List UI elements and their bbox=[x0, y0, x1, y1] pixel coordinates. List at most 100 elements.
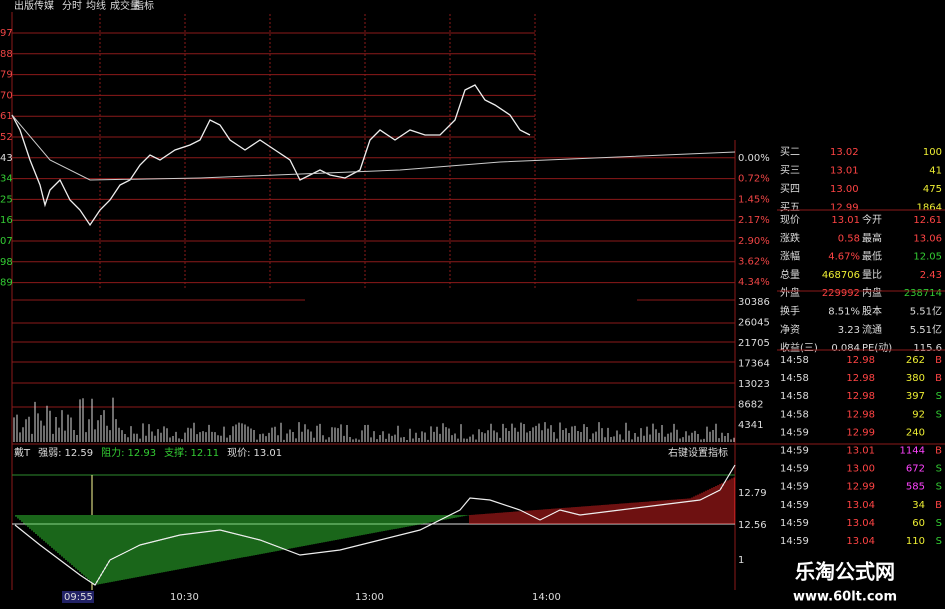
quote-value: 13.06 bbox=[913, 233, 942, 244]
trade-price: 12.98 bbox=[846, 373, 875, 384]
book-price: 12.99 bbox=[830, 203, 859, 214]
trade-price: 12.99 bbox=[846, 482, 875, 493]
quote-label: 量比 bbox=[862, 269, 882, 281]
trade-price: 12.98 bbox=[846, 355, 875, 366]
trade-side: S bbox=[936, 536, 942, 547]
book-label: 买五 bbox=[780, 202, 800, 214]
tab[interactable]: 指标 bbox=[134, 0, 154, 12]
tab[interactable]: 分时 bbox=[62, 0, 82, 12]
trade-time: 14:59 bbox=[780, 446, 809, 457]
book-label: 买三 bbox=[780, 165, 800, 177]
quote-label: 现价 bbox=[780, 214, 800, 226]
percent-tick: 3.62% bbox=[738, 257, 770, 268]
indicator-setting[interactable]: 右键设置指标 bbox=[668, 446, 728, 459]
time-cursor-bg bbox=[62, 591, 94, 603]
indicator-text: 12.11 bbox=[191, 448, 220, 459]
price-tick: 70 bbox=[0, 90, 13, 101]
quote-label: 收益(三) bbox=[780, 341, 818, 354]
price-tick: 79 bbox=[0, 70, 13, 81]
book-price: 13.02 bbox=[830, 147, 859, 158]
trade-time: 14:58 bbox=[780, 355, 809, 366]
price-tick: 98 bbox=[0, 257, 13, 268]
quote-label: 内盘 bbox=[862, 286, 882, 299]
trade-volume: 585 bbox=[906, 482, 925, 493]
quote-label: 股本 bbox=[862, 305, 882, 318]
book-price: 13.00 bbox=[830, 184, 859, 195]
quote-label: 流通 bbox=[862, 323, 882, 336]
tab[interactable]: 均线 bbox=[86, 0, 106, 12]
quote-value: 12.05 bbox=[913, 252, 942, 263]
trade-time: 14:58 bbox=[780, 409, 809, 420]
price-tick: 97 bbox=[0, 28, 13, 39]
percent-tick: 0.00% bbox=[738, 153, 770, 164]
quote-label: 净资 bbox=[780, 323, 800, 336]
quote-label: 涨幅 bbox=[780, 250, 800, 263]
price-line bbox=[11, 84, 531, 227]
trade-side: S bbox=[936, 464, 942, 475]
trade-time: 14:58 bbox=[780, 391, 809, 402]
book-label: 买四 bbox=[780, 183, 800, 195]
quote-label: 总量 bbox=[780, 268, 800, 281]
quote-value: 115.6 bbox=[913, 343, 942, 354]
volume-tick: 13023 bbox=[738, 379, 770, 390]
quote-label: 涨跌 bbox=[780, 231, 800, 244]
trade-volume: 60 bbox=[912, 518, 925, 529]
indicator-text: 戴T bbox=[14, 446, 31, 459]
trade-time: 14:59 bbox=[780, 427, 809, 438]
quote-label: 换手 bbox=[780, 305, 800, 318]
trade-time: 14:58 bbox=[780, 373, 809, 384]
trade-volume: 34 bbox=[912, 500, 925, 511]
quote-value: 2.43 bbox=[920, 270, 942, 281]
book-volume: 475 bbox=[923, 184, 942, 195]
trade-side: B bbox=[935, 500, 942, 511]
price-tick: 88 bbox=[0, 49, 13, 60]
trade-volume: 110 bbox=[906, 536, 925, 547]
quote-value: 13.01 bbox=[831, 215, 860, 226]
trade-volume: 262 bbox=[906, 355, 925, 366]
trade-price: 12.98 bbox=[846, 409, 875, 420]
time-tick: 13:00 bbox=[355, 592, 384, 603]
trade-volume: 672 bbox=[906, 464, 925, 475]
book-price: 13.01 bbox=[830, 166, 859, 177]
stock-name: 出版传媒 bbox=[14, 0, 54, 12]
trade-time: 14:59 bbox=[780, 518, 809, 529]
trade-time: 14:59 bbox=[780, 536, 809, 547]
tab[interactable]: 成交量 bbox=[110, 0, 140, 12]
trade-volume: 397 bbox=[906, 391, 925, 402]
trade-side: S bbox=[936, 409, 942, 420]
volume-tick: 17364 bbox=[738, 359, 770, 370]
time-tick: 14:00 bbox=[532, 592, 561, 603]
indicator-line bbox=[14, 464, 736, 586]
trade-volume: 380 bbox=[906, 373, 925, 384]
quote-value: 0.084 bbox=[831, 343, 860, 354]
quote-label: 今开 bbox=[862, 213, 882, 226]
quote-value: 0.58 bbox=[838, 233, 860, 244]
trade-price: 12.98 bbox=[846, 391, 875, 402]
average-line bbox=[11, 114, 736, 181]
trade-time: 14:59 bbox=[780, 464, 809, 475]
trade-price: 13.00 bbox=[846, 464, 875, 475]
time-tick: 10:30 bbox=[170, 592, 199, 603]
trade-price: 13.01 bbox=[846, 446, 875, 457]
indicator-text: 现价: bbox=[227, 447, 250, 459]
trade-side: S bbox=[936, 518, 942, 529]
quote-value: 229992 bbox=[822, 288, 860, 299]
indicator-text: 12.93 bbox=[128, 448, 157, 459]
book-volume: 1864 bbox=[917, 203, 942, 214]
volume-tick: 21705 bbox=[738, 338, 770, 349]
percent-tick: 2.17% bbox=[738, 215, 770, 226]
trade-price: 13.04 bbox=[846, 536, 875, 547]
watermark-url: www.60lt.com bbox=[793, 590, 897, 605]
volume-tick: 8682 bbox=[738, 400, 763, 411]
trade-volume: 1144 bbox=[900, 446, 925, 457]
price-tick: 34 bbox=[0, 174, 13, 185]
trade-price: 13.04 bbox=[846, 500, 875, 511]
quote-value: 4.67% bbox=[828, 252, 860, 263]
trade-price: 12.99 bbox=[846, 427, 875, 438]
indicator-tick: 12.79 bbox=[738, 488, 767, 499]
price-tick: 43 bbox=[0, 153, 13, 164]
volume-tick: 4341 bbox=[738, 420, 763, 431]
percent-tick: 4.34% bbox=[738, 277, 770, 288]
quote-label: 外盘 bbox=[780, 286, 800, 299]
